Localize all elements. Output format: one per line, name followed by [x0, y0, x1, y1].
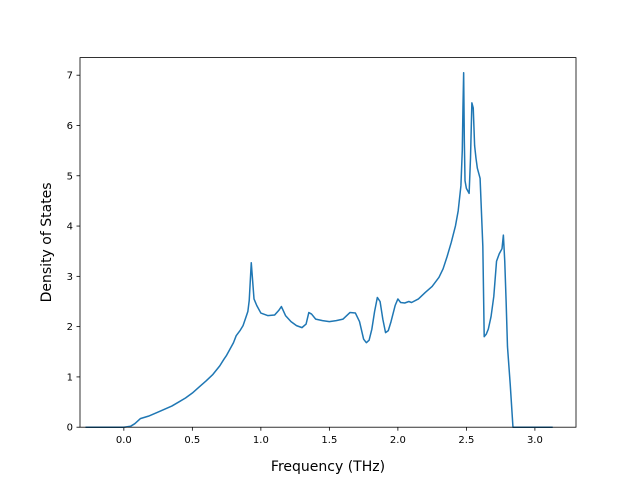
y-axis-label: Density of States — [39, 182, 55, 302]
y-tick-label: 1 — [67, 372, 73, 383]
y-tick-label: 2 — [67, 322, 73, 333]
x-tick-label: 0.5 — [184, 435, 200, 446]
y-tick-label: 4 — [67, 222, 73, 233]
y-tick-label: 0 — [67, 423, 73, 434]
x-axis-label: Frequency (THz) — [271, 459, 385, 475]
x-tick-label: 2.5 — [458, 435, 474, 446]
x-tick-label: 1.5 — [321, 435, 337, 446]
plot-area — [80, 57, 576, 428]
y-tick-label: 6 — [67, 121, 73, 132]
y-axis-ticks: 0 1 2 3 4 5 6 7 — [67, 71, 80, 434]
x-tick-label: 2.0 — [390, 435, 406, 446]
x-tick-label: 0.0 — [116, 435, 132, 446]
y-tick-label: 3 — [67, 272, 73, 283]
y-tick-label: 7 — [67, 71, 73, 82]
plot-frame — [79, 57, 577, 428]
dos-series-line — [85, 71, 553, 428]
y-tick-label: 5 — [67, 171, 73, 182]
x-tick-label: 3.0 — [527, 435, 543, 446]
x-tick-label: 1.0 — [253, 435, 269, 446]
x-axis-ticks: 0.0 0.5 1.0 1.5 2.0 2.5 3.0 — [116, 427, 543, 446]
